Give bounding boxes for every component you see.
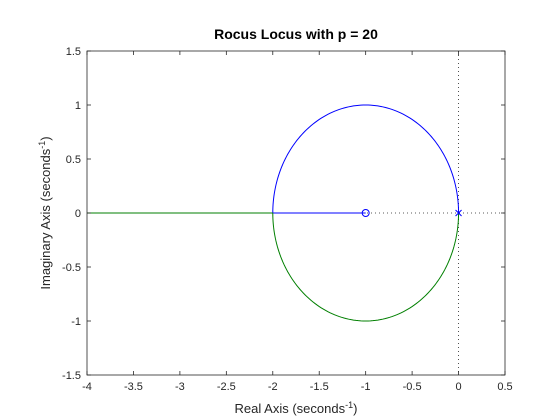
markers-layer bbox=[361, 209, 462, 217]
x-tick-label: -3 bbox=[175, 381, 185, 393]
x-tick-label: -0.5 bbox=[403, 381, 422, 393]
y-axis-label-end: ) bbox=[38, 136, 53, 140]
x-tick-label: -2.5 bbox=[217, 381, 236, 393]
pole-marker bbox=[455, 209, 462, 217]
y-tick-label: 1 bbox=[75, 100, 81, 112]
y-axis-label: Imaginary Axis (seconds-1) bbox=[37, 136, 53, 289]
y-tick-label: -0.5 bbox=[62, 262, 81, 274]
y-axis-label-main: Imaginary Axis (seconds bbox=[38, 148, 53, 289]
locus-branch-2-arc bbox=[272, 212, 460, 322]
y-tick-label: 0.5 bbox=[66, 154, 81, 166]
series-layer bbox=[87, 104, 460, 322]
x-axis-label-end: ) bbox=[353, 401, 357, 416]
x-axis-label: Real Axis (seconds-1) bbox=[235, 400, 358, 416]
chart-title: Rocus Locus with p = 20 bbox=[214, 26, 378, 42]
x-axis-label-sup: -1 bbox=[345, 400, 353, 410]
y-tick-label: 1.5 bbox=[66, 46, 81, 58]
x-tick-label: -1 bbox=[361, 381, 371, 393]
x-tick-label: -1.5 bbox=[310, 381, 329, 393]
locus-branch-1-arc bbox=[272, 104, 460, 214]
y-tick-label: -1 bbox=[71, 316, 81, 328]
y-tick-label: 0 bbox=[75, 208, 81, 220]
zero-marker bbox=[361, 209, 370, 217]
x-axis-label-main: Real Axis (seconds bbox=[235, 401, 346, 416]
x-tick-label: -3.5 bbox=[124, 381, 143, 393]
y-axis-ticks: -1.5 -1 -0.5 0 0.5 1 1.5 bbox=[62, 46, 505, 382]
x-axis-ticks: -4 -3.5 -3 -2.5 -2 -1.5 -1 -0.5 0 0.5 bbox=[82, 51, 513, 393]
x-tick-label: -2 bbox=[268, 381, 278, 393]
y-axis-label-sup: -1 bbox=[37, 141, 47, 149]
x-tick-label: 0.5 bbox=[497, 381, 512, 393]
x-tick-label: -4 bbox=[82, 381, 92, 393]
y-tick-label: -1.5 bbox=[62, 370, 81, 382]
x-tick-label: 0 bbox=[455, 381, 461, 393]
